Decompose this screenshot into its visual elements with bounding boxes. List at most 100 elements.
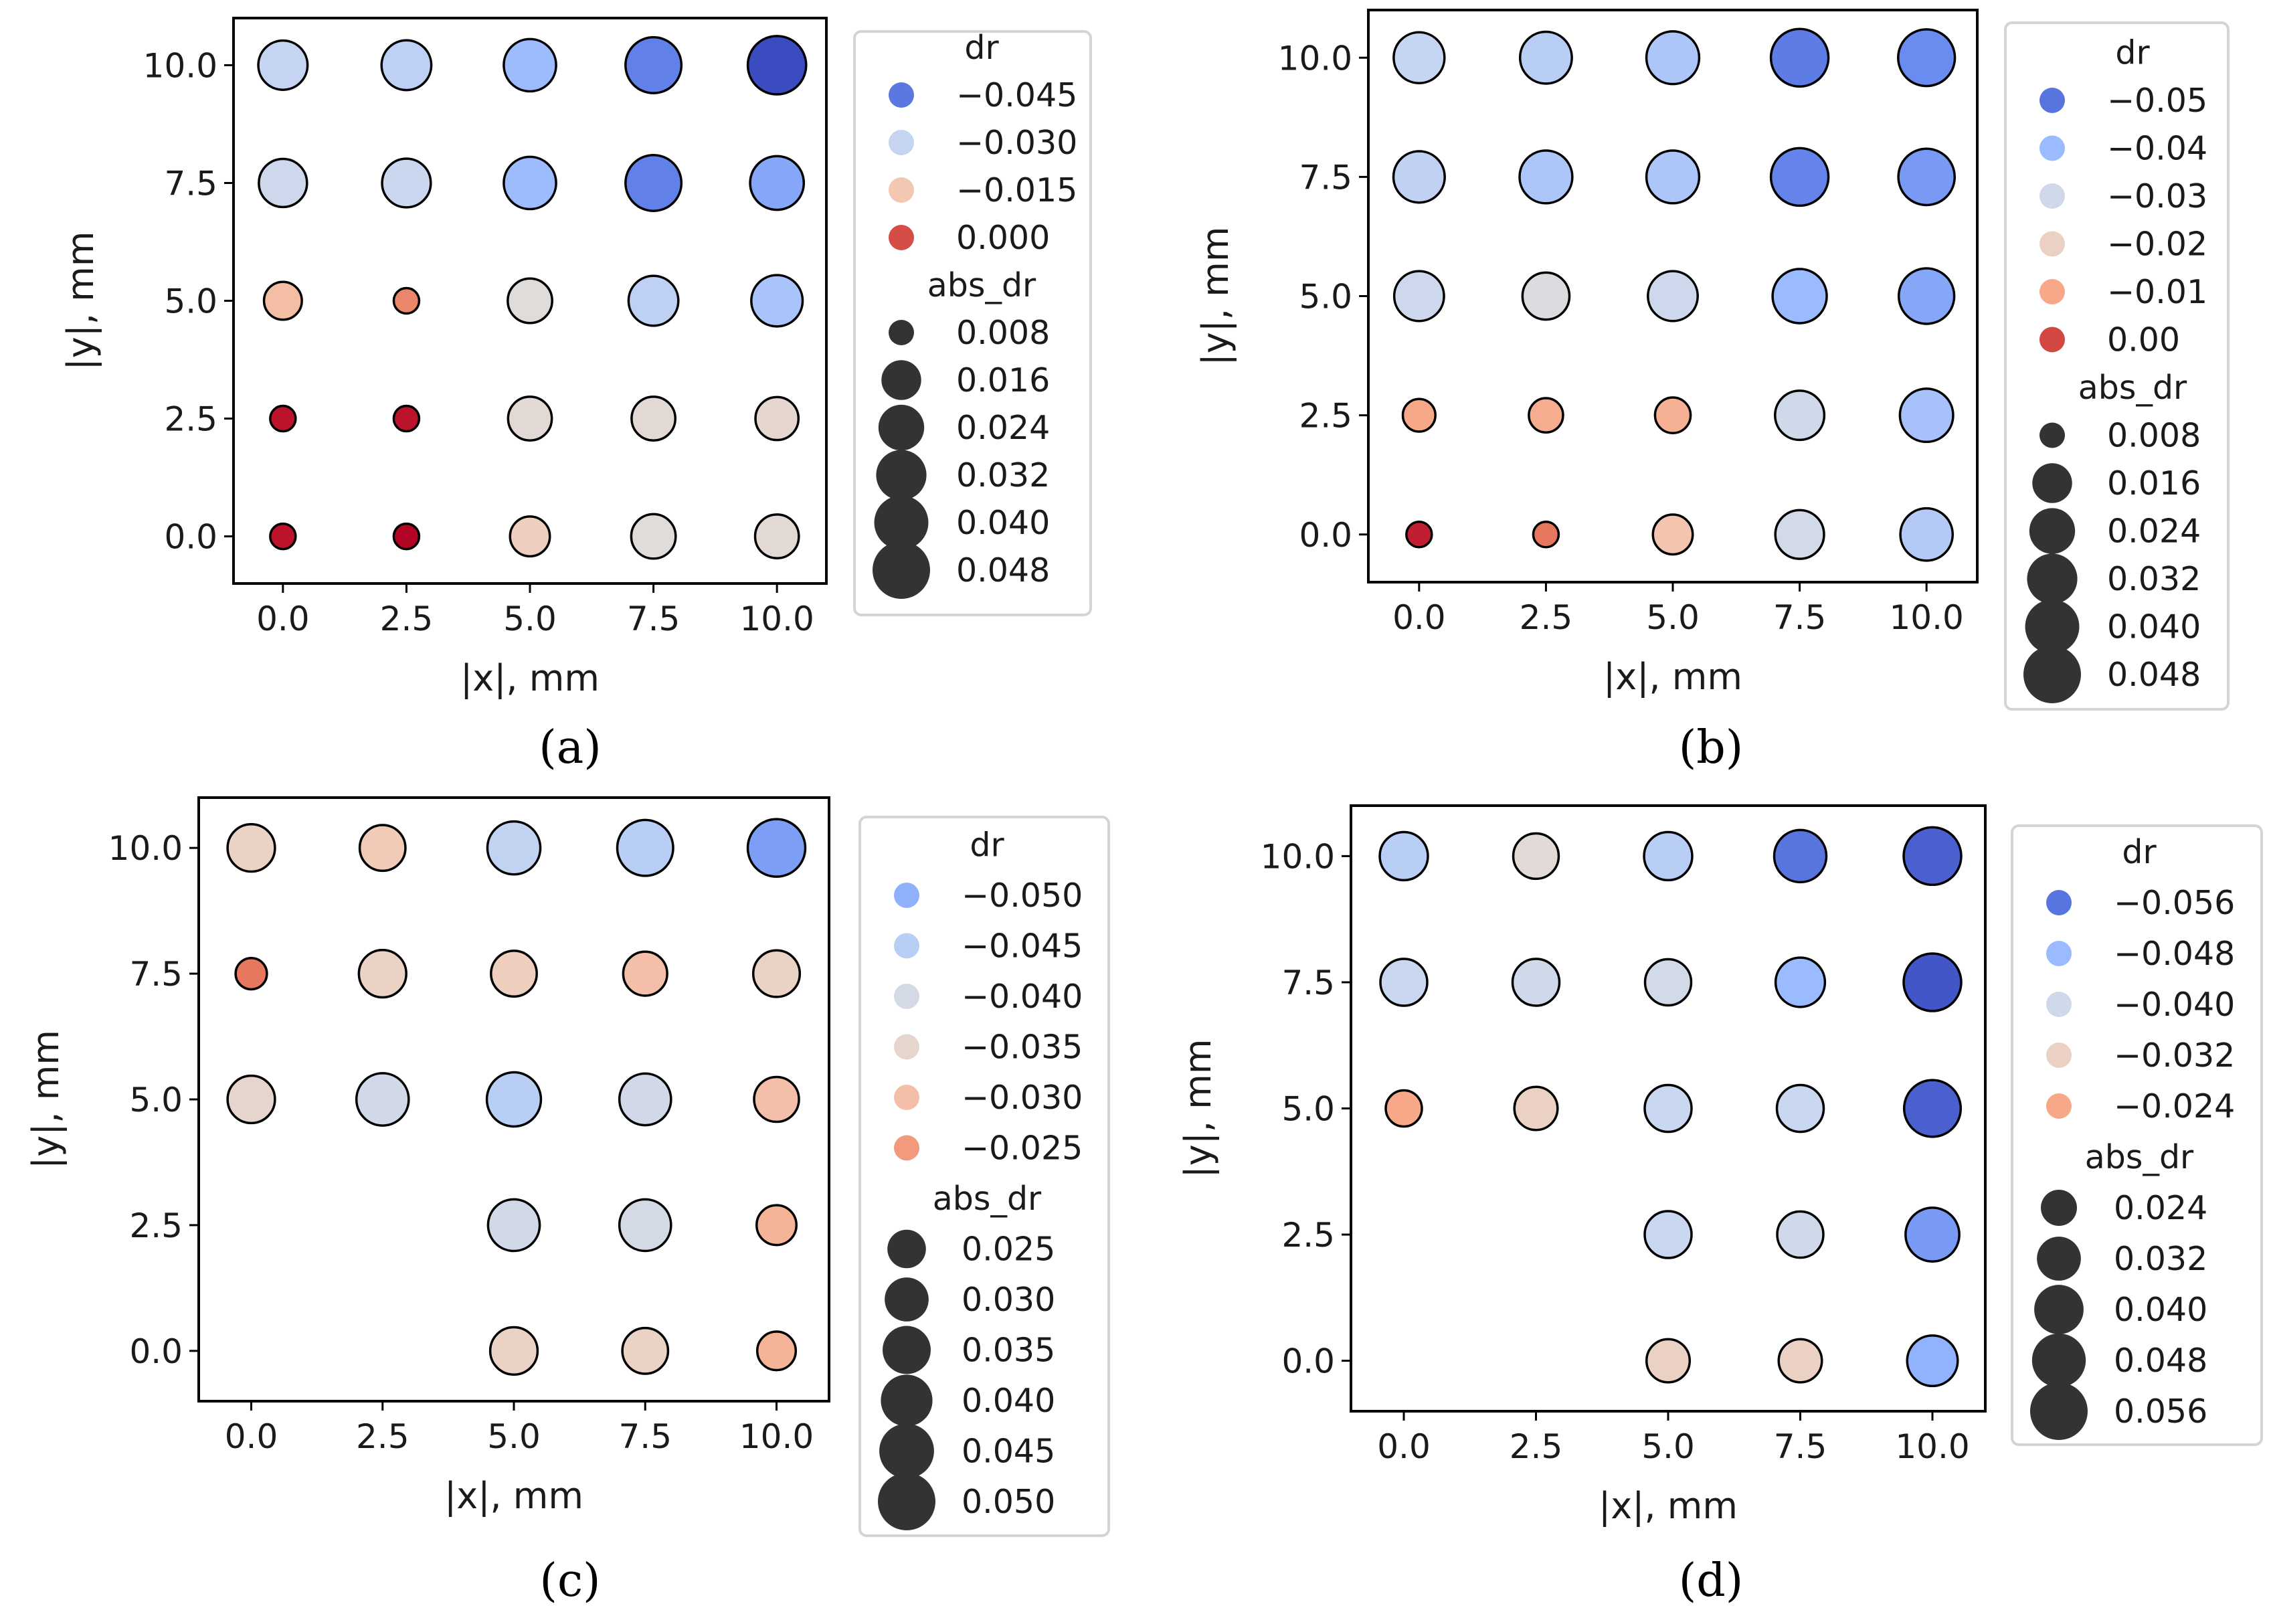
legend-color-label: −0.040 (2114, 986, 2235, 1024)
legend-size-swatch (2030, 1382, 2088, 1440)
x-axis-label: |x|, mm (1599, 1485, 1738, 1527)
legend-color-title: dr (970, 826, 1004, 865)
y-tick-label: 10.0 (1261, 837, 1335, 876)
scatter-point (1902, 1079, 1963, 1138)
scatter-point (1774, 389, 1826, 442)
legend-size-swatch (2032, 463, 2072, 503)
x-tick-label: 2.5 (1520, 598, 1573, 637)
y-tick-label: 0.0 (164, 518, 217, 557)
y-tick-label: 7.5 (164, 164, 217, 203)
legend-color-swatch (2039, 327, 2065, 353)
scatter-point (392, 404, 421, 433)
scatter-point (753, 1075, 800, 1123)
legend-color-swatch (894, 1135, 919, 1161)
x-axis-label: |x|, mm (460, 657, 600, 699)
legend-size-swatch (2037, 1237, 2081, 1281)
scatter-point (751, 949, 802, 998)
y-axis-label: |y|, mm (60, 232, 102, 371)
legend-size-label: 0.040 (2107, 608, 2201, 646)
legend-size-swatch (2031, 1333, 2086, 1388)
x-tick-label: 5.0 (1646, 598, 1700, 637)
legend-size-swatch (887, 1229, 926, 1269)
scatter-point (627, 274, 680, 327)
scatter-point (507, 277, 553, 325)
legend-size-label: 0.048 (2107, 656, 2201, 694)
scatter-point (1898, 387, 1955, 444)
legend-size-swatch (881, 360, 921, 400)
scatter-point (624, 35, 683, 94)
legend-size-label: 0.024 (2107, 513, 2201, 551)
legend-size-label: 0.045 (962, 1433, 1055, 1471)
legend-size-swatch (879, 1423, 934, 1479)
scatter-point (381, 157, 432, 209)
x-tick-label: 0.0 (256, 600, 310, 638)
scatter-point (490, 950, 538, 998)
scatter-point (355, 1072, 410, 1127)
scatter-point (1776, 1210, 1825, 1259)
legend-size-label: 0.050 (962, 1483, 1055, 1521)
legend: dr −0.05 −0.04 −0.03 −0.02 −0.01 0.00 abs_dr 0.0… (2004, 21, 2230, 711)
x-tick-label: 2.5 (356, 1417, 410, 1456)
scatter-point (1645, 1338, 1692, 1384)
legend-size-swatch (2027, 553, 2078, 604)
legend-size-swatch (873, 541, 930, 599)
legend-size-label: 0.008 (2107, 417, 2201, 455)
scatter-point (1902, 952, 1963, 1012)
scatter-point (1518, 30, 1573, 85)
legend-size-label: 0.030 (962, 1281, 1055, 1319)
scatter-point (755, 1330, 798, 1372)
scatter-point (1774, 509, 1825, 560)
legend-size-label: 0.032 (956, 456, 1050, 494)
scatter-point (754, 395, 800, 442)
scatter-point (1518, 149, 1574, 205)
scatter-point (1643, 830, 1694, 882)
x-tick-label: 10.0 (739, 1417, 814, 1456)
legend-size-swatch (885, 1277, 929, 1322)
legend-color-label: −0.056 (2114, 884, 2235, 922)
y-tick-label: 5.0 (1299, 278, 1352, 317)
legend-size-label: 0.040 (2114, 1291, 2207, 1329)
panel-b: 0.0 2.5 5.0 7.5 10.0 0.0 2.5 5.0 7.5 10.0 |x|, mm |… (1194, 9, 2230, 774)
scatter-point (624, 153, 683, 212)
legend-size-label: 0.035 (962, 1332, 1055, 1370)
legend-color-label: −0.030 (956, 124, 1077, 162)
scatter-point (257, 39, 309, 91)
scatter-point (1643, 958, 1693, 1007)
scatter-point (1775, 1083, 1825, 1134)
legend-size-swatch (874, 495, 929, 550)
scatter-point (1773, 828, 1828, 884)
scatter-point (1532, 521, 1560, 549)
scatter-point (1378, 830, 1429, 882)
y-axis-label: |y|, mm (25, 1030, 67, 1169)
legend-size-title: abs_dr (933, 1180, 1042, 1218)
y-tick-label: 10.0 (1278, 39, 1352, 78)
scatter-point (234, 956, 268, 991)
y-tick-label: 2.5 (1299, 397, 1352, 436)
scatter-point (1771, 268, 1828, 325)
scatter-point (1513, 1085, 1559, 1132)
x-tick-label: 2.5 (1510, 1427, 1563, 1466)
legend-color-swatch (889, 82, 914, 108)
legend-color-swatch (2039, 231, 2065, 257)
legend-color-label: −0.05 (2107, 82, 2207, 120)
legend-size-swatch (2029, 508, 2076, 554)
scatter-point (1645, 30, 1701, 86)
y-tick-label: 10.0 (108, 829, 183, 868)
scatter-point (269, 522, 297, 551)
legend-color-label: −0.045 (962, 927, 1083, 966)
legend-size-swatch (876, 450, 927, 501)
scatter-point (488, 1326, 539, 1376)
legend-color-label: −0.045 (956, 76, 1077, 114)
legend-size-title: abs_dr (2078, 369, 2187, 407)
legend-color-swatch (2046, 941, 2072, 966)
scatter-point (746, 818, 807, 878)
x-tick-label: 5.0 (1641, 1427, 1695, 1466)
scatter-point (618, 1072, 672, 1127)
panel-a: 0.0 2.5 5.0 7.5 10.0 0.0 2.5 5.0 7.5 10.0 |x|, mm |… (60, 17, 1092, 774)
scatter-point (380, 39, 433, 92)
scatter-point (1897, 28, 1957, 88)
scatter-point (1651, 513, 1694, 556)
legend-size-label: 0.048 (2114, 1342, 2207, 1380)
legend-color-title: dr (2115, 34, 2150, 72)
